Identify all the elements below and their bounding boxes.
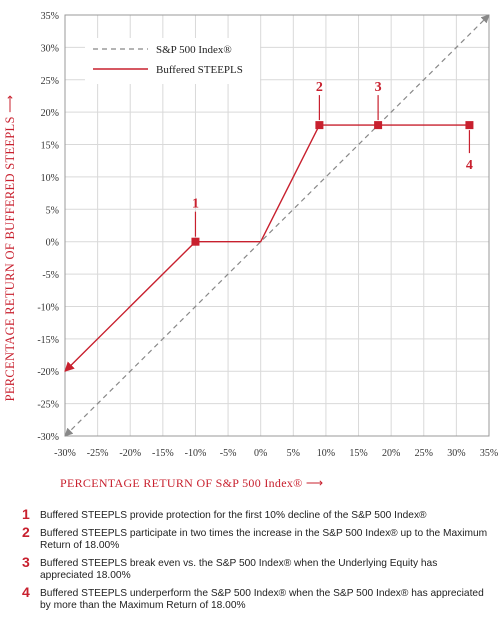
x-tick-label: 10% [317, 448, 335, 459]
notes-list: 1 Buffered STEEPLS provide protection fo… [22, 506, 492, 618]
note-number: 1 [22, 506, 30, 522]
chart-figure: 35% 30% 25% 20% 15% 10% 5% 0% -5% -10% -15% -20% -25… [2, 11, 498, 491]
y-tick-label: 20% [41, 108, 59, 119]
buffered-steepls-line [64, 124, 470, 372]
note-text: Buffered STEEPLS underperform the S&P 50… [40, 588, 484, 611]
x-tick-label: 35% [480, 448, 498, 459]
note-item: 4 Buffered STEEPLS underperform the S&P … [22, 584, 492, 612]
x-axis-label-text: PERCENTAGE RETURN OF S&P 500 Index® [60, 476, 303, 490]
x-tick-label: -30% [54, 448, 76, 459]
x-tick-label: -15% [152, 448, 174, 459]
marker-label: 1 [192, 197, 199, 212]
sp500-index-line [64, 14, 490, 437]
x-tick-label: 15% [349, 448, 367, 459]
y-tick-label: -25% [37, 400, 59, 411]
x-tick-label: 25% [415, 448, 433, 459]
y-axis-label: PERCENTAGE RETURN OF BUFFERED STEEPLS ⟶ [2, 68, 18, 428]
marker-point [191, 237, 200, 246]
y-axis-label-text: PERCENTAGE RETURN OF BUFFERED STEEPLS [3, 116, 17, 402]
y-tick-label: -15% [37, 335, 59, 346]
x-tick-label: 20% [382, 448, 400, 459]
marker-point [374, 121, 383, 130]
y-tick-label: 5% [46, 205, 59, 216]
y-tick-label: -10% [37, 302, 59, 313]
x-tick-label: 30% [447, 448, 465, 459]
y-tick-label: -20% [37, 367, 59, 378]
note-number: 2 [22, 524, 30, 540]
marker-point [315, 121, 324, 130]
x-tick-label: -25% [87, 448, 109, 459]
note-text: Buffered STEEPLS participate in two time… [40, 528, 488, 551]
y-tick-label: 15% [41, 141, 59, 152]
note-item: 3 Buffered STEEPLS break even vs. the S&… [22, 554, 492, 582]
marker-point [465, 121, 474, 130]
y-tick-label: 0% [46, 238, 59, 249]
y-tick-label: 10% [41, 173, 59, 184]
note-text: Buffered STEEPLS break even vs. the S&P … [40, 558, 438, 581]
x-tick-label: 5% [287, 448, 300, 459]
marker-label: 3 [375, 80, 382, 95]
x-tick-label: -5% [220, 448, 237, 459]
y-tick-label: 30% [41, 43, 59, 54]
chart-svg: 35%30%25%20%15%10%5%0%-5%-10%-15%-20%-25… [37, 11, 498, 459]
x-axis-arrow: ⟶ [302, 476, 324, 490]
note-item: 2 Buffered STEEPLS participate in two ti… [22, 524, 492, 552]
marker-label: 4 [466, 158, 473, 173]
note-text: Buffered STEEPLS provide protection for … [40, 510, 427, 521]
note-number: 4 [22, 584, 30, 600]
legend-label-steepls: Buffered STEEPLS [156, 64, 243, 76]
x-tick-label: -20% [119, 448, 141, 459]
y-tick-label: 35% [41, 11, 59, 22]
legend-box [85, 38, 260, 84]
legend-label-sp500: S&P 500 Index® [156, 44, 232, 56]
y-tick-label: -30% [37, 432, 59, 443]
marker-label: 2 [316, 80, 323, 95]
x-axis-label: PERCENTAGE RETURN OF S&P 500 Index® ⟶ [60, 476, 323, 491]
x-tick-label: -10% [185, 448, 207, 459]
y-tick-label: -5% [42, 270, 59, 281]
y-tick-label: 25% [41, 76, 59, 87]
note-number: 3 [22, 554, 30, 570]
y-axis-arrow: ⟶ [3, 94, 17, 117]
note-item: 1 Buffered STEEPLS provide protection fo… [22, 506, 492, 522]
x-tick-label: 0% [254, 448, 267, 459]
